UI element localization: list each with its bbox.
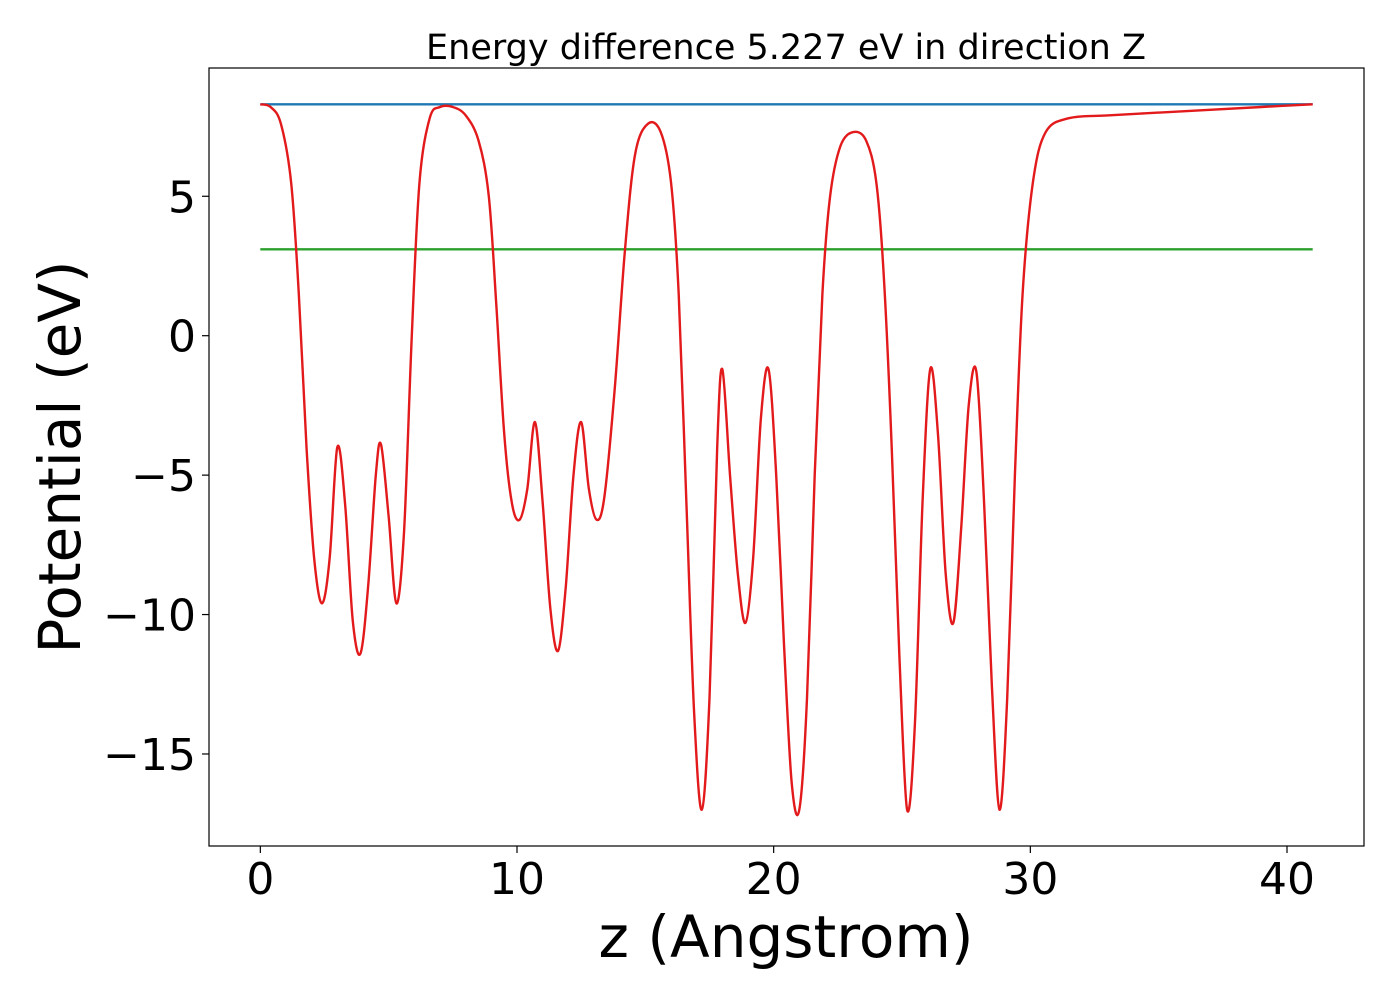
x-axis: 0 10 20 30 40 [246, 846, 1315, 905]
y-tick-label: 0 [168, 312, 196, 363]
x-tick-label: 30 [1002, 854, 1058, 905]
series-line-3 [260, 103, 1313, 817]
y-tick-label: −5 [131, 451, 196, 502]
x-tick-label: 20 [746, 854, 802, 905]
y-tick-label: −10 [103, 591, 196, 642]
plot-frame [208, 67, 1365, 847]
x-tick-label: 40 [1259, 854, 1315, 905]
x-tick-label: 0 [246, 854, 274, 905]
chart-title: Energy difference 5.227 eV in direction … [426, 28, 1146, 68]
y-tick-label: 5 [168, 172, 196, 223]
y-axis: 5 0 −5 −10 −15 [103, 172, 209, 781]
x-axis-label: z (Angstrom) [599, 903, 974, 971]
plot-area [260, 103, 1313, 817]
y-axis-label: Potential (eV) [26, 260, 94, 653]
x-tick-label: 10 [489, 854, 545, 905]
y-tick-label: −15 [103, 730, 196, 781]
